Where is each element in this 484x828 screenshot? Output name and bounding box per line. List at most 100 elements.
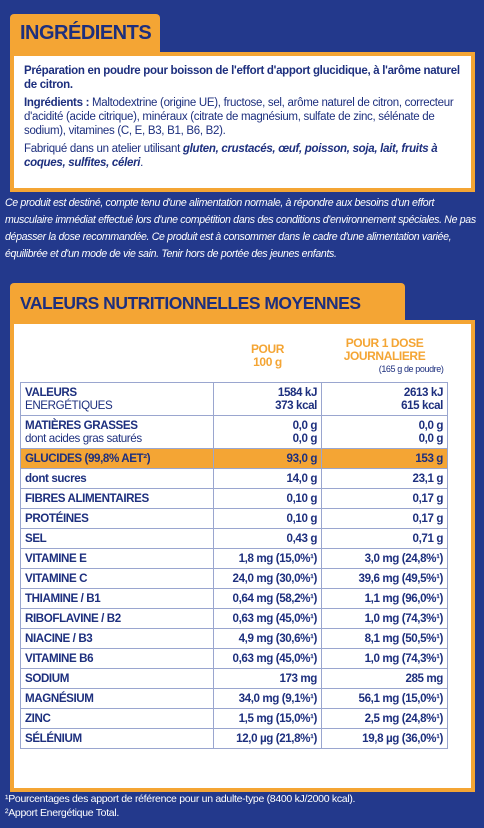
nutrient-label: MAGNÉSIUM — [20, 688, 214, 709]
value-per-dose: 153 g — [321, 448, 448, 469]
value-per-dose: 0,17 g — [321, 488, 448, 509]
cell-line: SEL — [25, 532, 47, 545]
nutrition-row: MATIÈRES GRASSES dont acides gras saturés… — [20, 415, 448, 449]
cell-line: dont acides gras saturés — [25, 432, 142, 445]
value-per-100g: 1,5 mg (15,0%¹) — [213, 708, 322, 729]
value-per-100g: 0,63 mg (45,0%¹) — [213, 648, 322, 669]
cell-line: GLUCIDES (99,8% AET²) — [25, 452, 151, 465]
cell-line: RIBOFLAVINE / B2 — [25, 612, 121, 625]
value-per-dose: 2,5 mg (24,8%¹) — [321, 708, 448, 729]
cell-line: 285 mg — [405, 672, 443, 685]
nutrition-row: SEL 0,43 g 0,71 g — [20, 528, 448, 549]
ingredients-title: INGRÉDIENTS — [10, 14, 160, 52]
cell-line: 0,0 g — [418, 432, 444, 445]
nutrition-row: dont sucres 14,0 g 23,1 g — [20, 468, 448, 489]
value-per-100g: 34,0 mg (9,1%¹) — [213, 688, 322, 709]
text-segment: Maltodextrine (origine UE), fructose, se… — [24, 97, 454, 137]
nutrition-row: NIACINE / B3 4,9 mg (30,6%¹) 8,1 mg (50,5%… — [20, 628, 448, 649]
nutrition-row: VITAMINE B6 0,63 mg (45,0%¹) 1,0 mg (74,3%… — [20, 648, 448, 669]
cell-line: 0,0 g — [418, 419, 444, 432]
cell-line: 153 g — [415, 452, 443, 465]
nutrient-label: VITAMINE E — [20, 548, 214, 569]
value-per-dose: 2613 kJ 615 kcal — [321, 382, 448, 416]
ingredients-box: Préparation en poudre pour boisson de l'… — [10, 52, 475, 192]
cell-line: 1,0 mg (74,3%¹) — [364, 612, 444, 625]
nutrition-row: VITAMINE C 24,0 mg (30,0%¹) 39,6 mg (49,5%… — [20, 568, 448, 589]
cell-line: 4,9 mg (30,6%¹) — [238, 632, 318, 645]
cell-line: 93,0 g — [286, 452, 318, 465]
cell-line: ENERGÉTIQUES — [25, 399, 113, 412]
value-per-100g: 0,63 mg (45,0%¹) — [213, 608, 322, 629]
value-per-dose: 1,1 mg (96,0%¹) — [321, 588, 448, 609]
value-per-100g: 24,0 mg (30,0%¹) — [213, 568, 322, 589]
text-segment: Fabriqué dans un atelier utilisant — [24, 143, 183, 155]
cell-line: PROTÉINES — [25, 512, 89, 525]
cell-line: 1,5 mg (15,0%¹) — [238, 712, 318, 725]
nutrient-label: SÉLÉNIUM — [20, 728, 214, 749]
value-per-100g: 1,8 mg (15,0%¹) — [213, 548, 322, 569]
nutrition-row: GLUCIDES (99,8% AET²) 93,0 g 153 g — [20, 448, 448, 469]
cell-line: 12,0 µg (21,8%¹) — [236, 732, 317, 745]
cell-line: 373 kcal — [275, 399, 317, 412]
cell-line: 2,5 mg (24,8%¹) — [364, 712, 444, 725]
cell-line: 0,10 g — [286, 492, 318, 505]
value-per-dose: 1,0 mg (74,3%¹) — [321, 608, 448, 629]
nutrition-row: VALEURS ENERGÉTIQUES 1584 kJ 373 kcal 2613 k… — [20, 382, 448, 416]
cell-line: 173 mg — [279, 672, 317, 685]
cell-line: 34,0 mg (9,1%¹) — [238, 692, 318, 705]
nutrition-row: RIBOFLAVINE / B2 0,63 mg (45,0%¹) 1,0 mg (… — [20, 608, 448, 629]
cell-line: 0,17 g — [412, 492, 444, 505]
value-per-100g: 0,0 g 0,0 g — [213, 415, 322, 449]
value-per-100g: 0,10 g — [213, 488, 322, 509]
nutrient-label: FIBRES ALIMENTAIRES — [20, 488, 214, 509]
value-per-dose: 19,8 µg (36,0%¹) — [321, 728, 448, 749]
footnotes: ¹Pourcentages des apport de référence po… — [5, 792, 355, 820]
cell-line: VITAMINE B6 — [25, 652, 94, 665]
cell-line: THIAMINE / B1 — [25, 592, 101, 605]
cell-line: 0,43 g — [286, 532, 318, 545]
cell-line: 100 g — [253, 355, 282, 369]
nutrition-row: VITAMINE E 1,8 mg (15,0%¹) 3,0 mg (24,8%¹) — [20, 548, 448, 569]
nutrition-row: SÉLÉNIUM 12,0 µg (21,8%¹) 19,8 µg (36,0%¹) — [20, 728, 448, 749]
nutrient-label: SODIUM — [20, 668, 214, 689]
nutrition-row: THIAMINE / B1 0,64 mg (58,2%¹) 1,1 mg (96,… — [20, 588, 448, 609]
value-per-dose: 56,1 mg (15,0%¹) — [321, 688, 448, 709]
cell-line: 615 kcal — [401, 399, 443, 412]
cell-line: 39,6 mg (49,5%¹) — [358, 572, 444, 585]
header-cell: POUR 1 DOSE JOURNALIERE (165 g de poudre) — [322, 330, 448, 383]
nutrient-label: NIACINE / B3 — [20, 628, 214, 649]
cell-line: VITAMINE E — [25, 552, 87, 565]
text-segment: Ingrédients : — [24, 97, 93, 109]
cell-line: 23,1 g — [412, 472, 444, 485]
value-per-dose: 8,1 mg (50,5%¹) — [321, 628, 448, 649]
nutrient-label: PROTÉINES — [20, 508, 214, 529]
cell-line: 0,64 mg (58,2%¹) — [232, 592, 318, 605]
cell-line: VITAMINE C — [25, 572, 88, 585]
nutrition-table: POUR 100 g POUR 1 DOSE JOURNALIERE (165 g de… — [20, 330, 448, 749]
cell-line: 1,0 mg (74,3%¹) — [364, 652, 444, 665]
header-cell — [21, 330, 214, 383]
cell-line: 1,8 mg (15,0%¹) — [238, 552, 318, 565]
nutrition-row: SODIUM 173 mg 285 mg — [20, 668, 448, 689]
nutrition-box: POUR 100 g POUR 1 DOSE JOURNALIERE (165 g de… — [10, 320, 475, 792]
ingredients-paragraph: Préparation en poudre pour boisson de l'… — [24, 64, 461, 92]
value-per-100g: 12,0 µg (21,8%¹) — [213, 728, 322, 749]
cell-line: JOURNALIERE — [343, 348, 426, 363]
cell-line: 0,63 mg (45,0%¹) — [232, 612, 318, 625]
text-segment: . — [140, 157, 144, 169]
value-per-dose: 1,0 mg (74,3%¹) — [321, 648, 448, 669]
cell-line: NIACINE / B3 — [25, 632, 93, 645]
footnote: ¹Pourcentages des apport de référence po… — [5, 793, 356, 805]
nutrient-label: dont sucres — [20, 468, 214, 489]
value-per-dose: 0,0 g 0,0 g — [321, 415, 448, 449]
nutrient-label: VALEURS ENERGÉTIQUES — [20, 382, 214, 416]
nutrition-row: FIBRES ALIMENTAIRES 0,10 g 0,17 g — [20, 488, 448, 509]
cell-line: POUR — [250, 342, 285, 356]
cell-line: 14,0 g — [286, 472, 318, 485]
footnote: ²Apport Energétique Total. — [5, 807, 120, 819]
ingredients-paragraph: Fabriqué dans un atelier utilisant glute… — [24, 142, 461, 170]
cell-line: MATIÈRES GRASSES — [25, 419, 138, 432]
cell-line: 1584 kJ — [277, 386, 318, 399]
nutrient-label: VITAMINE C — [20, 568, 214, 589]
